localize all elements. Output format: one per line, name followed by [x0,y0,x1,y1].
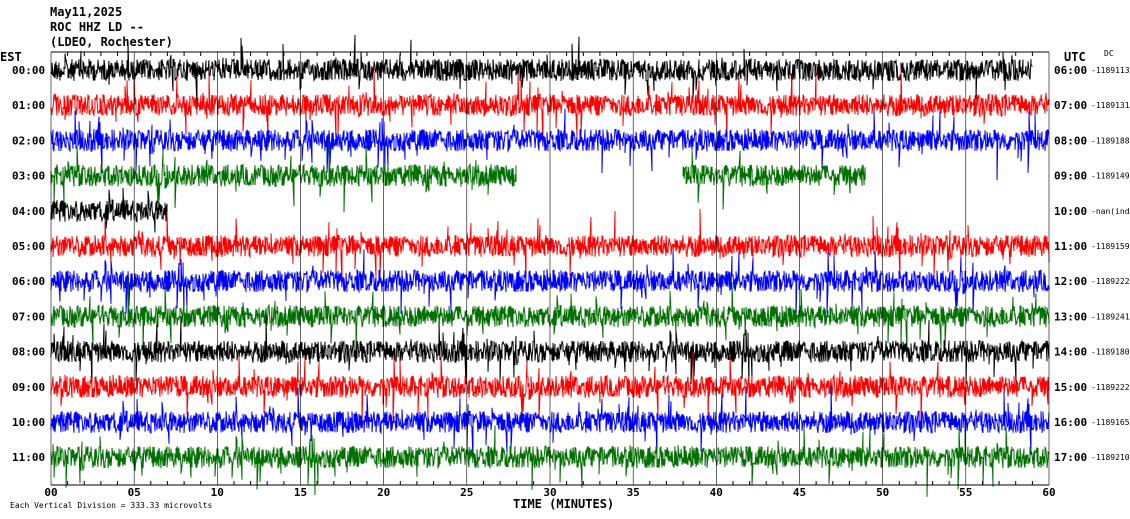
grid-layer [50,51,1050,486]
count-label-2: -1189188 [1091,136,1130,145]
station-label: ROC HHZ LD -- [50,20,144,34]
x-tick-35: 35 [627,486,640,499]
location-label: (LDEO, Rochester) [50,35,173,49]
mode-label: DC [1104,49,1114,58]
left-zone-label: EST [0,50,22,64]
count-label-6: -1189222 [1091,277,1130,286]
trace-hour-0300-seg-1 [682,150,866,210]
est-label-11: 11:00 [12,451,45,464]
est-hour-labels: 00:00 01:00 02:00 03:00 04:00 05:00 06:00 07:00… [12,64,45,464]
date-label: May11,2025 [50,5,122,19]
utc-label-11: 17:00 [1054,451,1087,464]
count-label-9: -1189222 [1091,383,1130,392]
x-tick-60: 60 [1042,486,1055,499]
count-label-5: -1189159 [1091,242,1130,251]
est-label-2: 02:00 [12,134,45,147]
count-label-10: -1189165 [1091,418,1130,427]
x-axis-label: TIME (MINUTES) [513,497,614,511]
utc-label-8: 14:00 [1054,346,1087,359]
x-tick-25: 25 [460,486,473,499]
utc-label-2: 08:00 [1054,134,1087,147]
trace-hour-0400-seg-0 [50,187,168,233]
utc-label-1: 07:00 [1054,99,1087,112]
x-tick-05: 05 [128,486,141,499]
utc-label-4: 10:00 [1054,205,1087,218]
count-label-1: -1189131 [1091,101,1130,110]
x-tick-10: 10 [211,486,224,499]
est-label-9: 09:00 [12,381,45,394]
x-tick-labels: 00 05 10 15 20 25 30 35 40 45 50 55 60 [44,486,1055,499]
est-label-7: 07:00 [12,310,45,323]
x-tick-45: 45 [793,486,806,499]
count-label-7: -1189241 [1091,312,1130,321]
utc-label-7: 13:00 [1054,310,1087,323]
x-tick-15: 15 [294,486,307,499]
trace-hour-0000-seg-0 [50,34,1033,107]
utc-label-10: 16:00 [1054,416,1087,429]
utc-label-9: 15:00 [1054,381,1087,394]
count-label-3: -1189149 [1091,172,1130,181]
est-label-10: 10:00 [12,416,45,429]
count-label-4: -nan(ind) [1091,207,1130,216]
count-label-8: -1189180 [1091,348,1130,357]
utc-label-5: 11:00 [1054,240,1087,253]
trace-hour-0900-seg-0 [50,351,1050,427]
utc-hour-labels: 06:00 -1189113 07:00 -1189131 08:00 -1189188 0… [1054,64,1130,464]
trace-hour-0300-seg-0 [50,140,517,213]
x-tick-00: 00 [44,486,57,499]
utc-label-3: 09:00 [1054,170,1087,183]
utc-label-6: 12:00 [1054,275,1087,288]
x-tick-50: 50 [876,486,889,499]
x-tick-30: 30 [543,486,556,499]
x-tick-40: 40 [710,486,723,499]
est-label-6: 06:00 [12,275,45,288]
est-label-5: 05:00 [12,240,45,253]
est-label-1: 01:00 [12,99,45,112]
x-tick-55: 55 [959,486,972,499]
x-tick-20: 20 [377,486,390,499]
est-label-8: 08:00 [12,346,45,359]
count-label-0: -1189113 [1091,66,1130,75]
utc-label-0: 06:00 [1054,64,1087,77]
right-zone-label: UTC [1064,50,1086,64]
est-label-3: 03:00 [12,170,45,183]
est-label-0: 00:00 [12,64,45,77]
est-label-4: 04:00 [12,205,45,218]
scale-note: Each Vertical Division = 333.33 microvol… [10,501,212,510]
count-label-11: -1189210 [1091,453,1130,462]
